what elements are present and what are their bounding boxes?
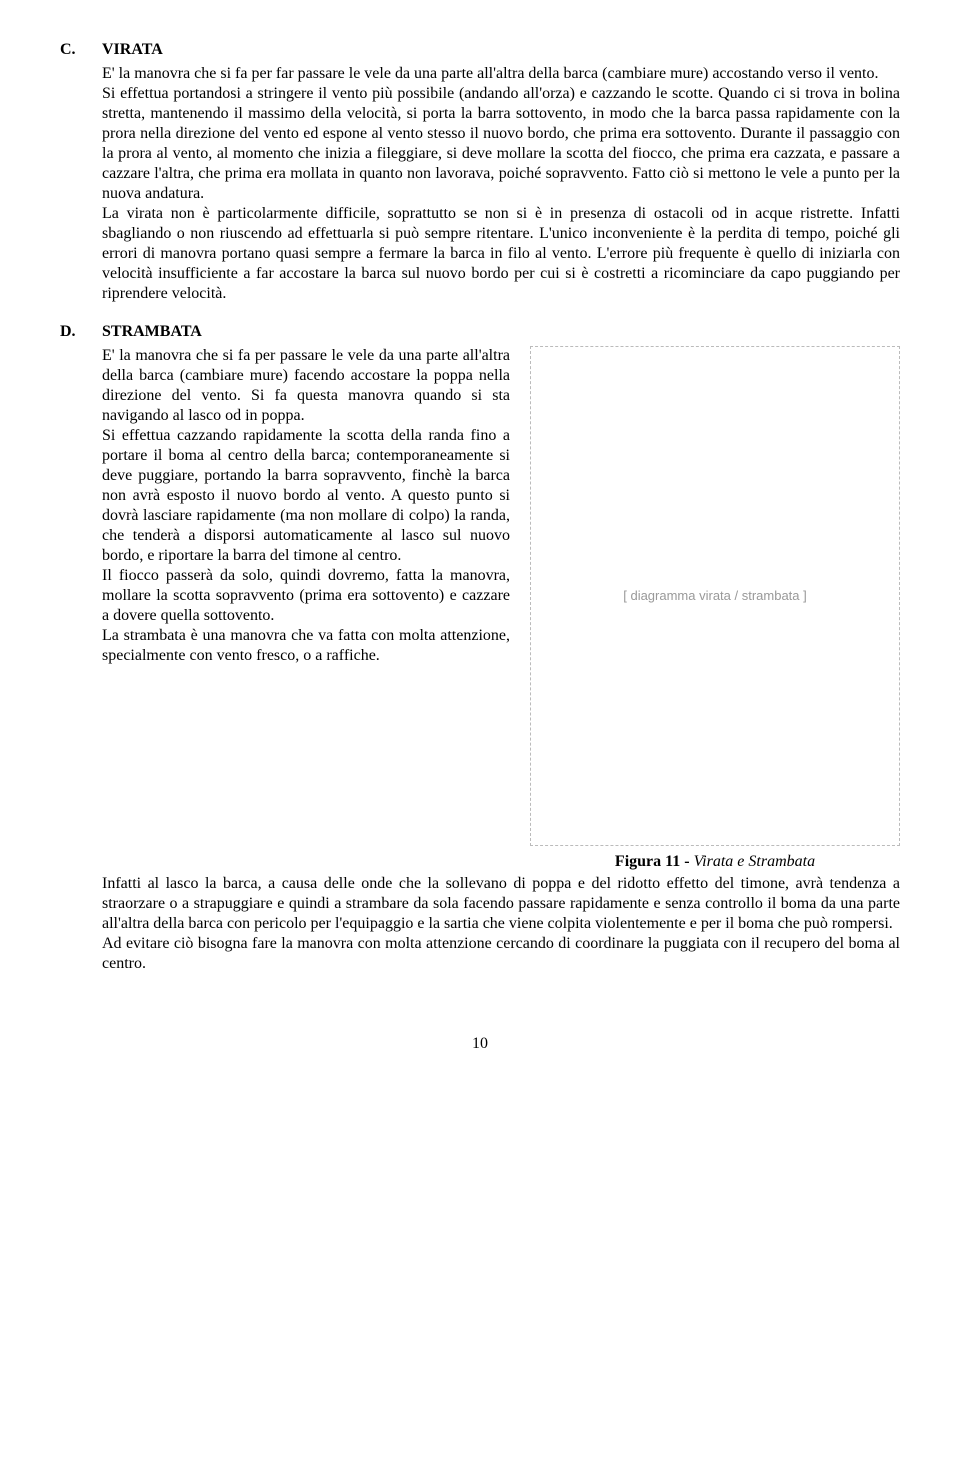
figure-box: [ diagramma virata / strambata ] Figura … <box>530 346 900 872</box>
section-letter: D. <box>60 322 102 342</box>
section-virata: C. VIRATA E' la manovra che si fa per fa… <box>60 40 900 304</box>
strambata-left-text: E' la manovra che si fa per passare le v… <box>102 346 510 666</box>
page-number: 10 <box>60 1034 900 1054</box>
text-figure-row: E' la manovra che si fa per passare le v… <box>102 346 900 872</box>
figure-caption-label: Figura 11 - <box>615 853 690 870</box>
section-strambata: D. STRAMBATA E' la manovra che si fa per… <box>60 322 900 974</box>
section-title: STRAMBATA <box>102 322 202 342</box>
figure-caption: Figura 11 - Virata e Strambata <box>530 852 900 872</box>
strambata-after-text: Infatti al lasco la barca, a causa delle… <box>102 874 900 974</box>
section-header: D. STRAMBATA <box>60 322 900 342</box>
section-header: C. VIRATA <box>60 40 900 60</box>
section-letter: C. <box>60 40 102 60</box>
figure-caption-title: Virata e Strambata <box>690 853 815 870</box>
section-title: VIRATA <box>102 40 163 60</box>
section-body-virata: E' la manovra che si fa per far passare … <box>60 64 900 304</box>
section-body-strambata: E' la manovra che si fa per passare le v… <box>60 346 900 974</box>
figure-diagram-placeholder: [ diagramma virata / strambata ] <box>530 346 900 846</box>
